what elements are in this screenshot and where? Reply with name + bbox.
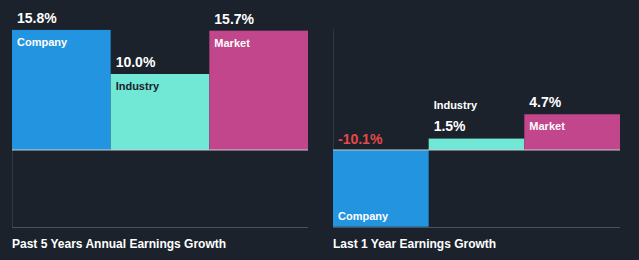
bar [333, 150, 429, 227]
labels: 15.8% Company 10.0% Industry 15.7% Market [17, 10, 255, 92]
category-label: Market [529, 120, 565, 132]
category-label: Company [17, 36, 68, 48]
data-label: 15.8% [17, 10, 57, 26]
panel: 15.8% Company 10.0% Industry 15.7% Market Past… [12, 10, 308, 251]
category-label: Company [338, 210, 389, 222]
category-label: Industry [116, 80, 160, 92]
data-label: 4.7% [529, 94, 561, 110]
chart-title: Last 1 Year Earnings Growth [333, 237, 496, 251]
category-label: Industry [434, 99, 478, 111]
bars [333, 114, 620, 226]
frame-bottom [12, 227, 308, 228]
grid-line [12, 149, 308, 150]
category-label: Market [214, 37, 250, 49]
labels: -10.1% Company 1.5% Industry 4.7% Market [338, 94, 565, 221]
data-label: 10.0% [116, 54, 156, 70]
data-label: -10.1% [338, 131, 383, 147]
bar [524, 114, 620, 150]
panel: -10.1% Company 1.5% Industry 4.7% Market Last … [333, 29, 620, 251]
bars [12, 30, 308, 150]
data-label: 15.7% [214, 11, 254, 27]
bar [429, 139, 525, 150]
chart-root: 15.8% Company 10.0% Industry 15.7% Market Past… [0, 0, 639, 260]
data-label: 1.5% [434, 118, 466, 134]
bar [12, 30, 111, 150]
bar [111, 74, 210, 150]
chart-title: Past 5 Years Annual Earnings Growth [12, 237, 226, 251]
bar [209, 31, 308, 150]
frame-bottom [333, 227, 620, 228]
background [0, 0, 639, 260]
grid-line [333, 149, 620, 150]
